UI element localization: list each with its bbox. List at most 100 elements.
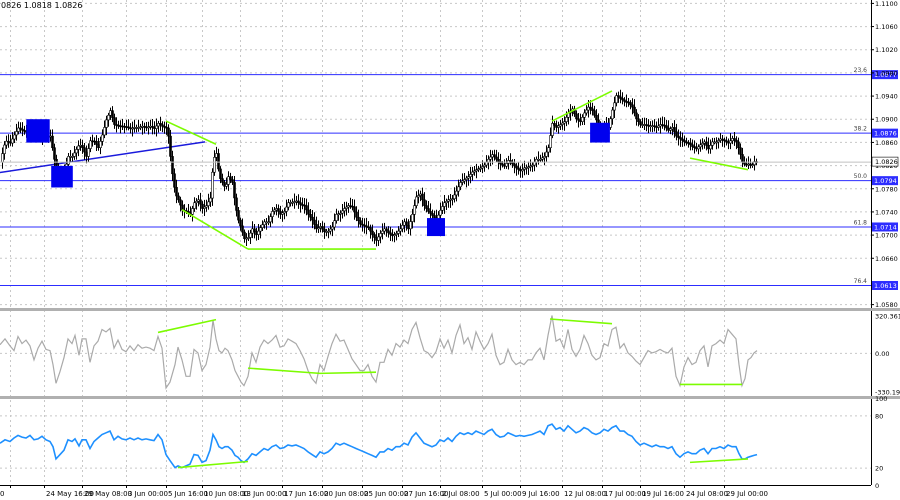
time-axis-label: 2 Jul 08:00 xyxy=(442,490,480,498)
candle-body xyxy=(559,124,562,127)
candle-body xyxy=(223,182,226,187)
time-axis-label: 25 Jun 00:00 xyxy=(364,490,408,498)
fib-price-tag xyxy=(872,128,898,138)
candle-body xyxy=(335,214,338,221)
candle-body xyxy=(735,139,738,143)
candle-body xyxy=(717,140,720,143)
candle-body xyxy=(451,198,454,200)
fib-price-tag xyxy=(872,70,898,80)
candle-body xyxy=(389,232,392,235)
candle-body xyxy=(197,199,200,202)
candle-body xyxy=(683,140,686,143)
candle-body xyxy=(653,125,656,127)
candle-body xyxy=(533,161,536,166)
candle-body xyxy=(327,230,330,233)
candle-body xyxy=(393,234,396,237)
price-axis-label: 1.0660 xyxy=(875,255,898,263)
fibonacci-levels: 23.6 1.0977 38.2 1.0876 50.0 1.0794 61.8 1.0714… xyxy=(0,67,898,290)
candle-body xyxy=(539,158,542,161)
candle-body xyxy=(221,178,224,183)
candle-body xyxy=(629,102,632,106)
time-axis-label: 13 Jun 00:00 xyxy=(242,490,286,498)
marker-box xyxy=(590,122,610,143)
candle-body xyxy=(281,212,284,215)
candle-body xyxy=(217,153,220,170)
candle-body xyxy=(341,210,344,214)
time-axis-label: 27 Jun 16:00 xyxy=(404,490,448,498)
divergence-lines xyxy=(157,90,749,469)
time-axis-label: 24 Jul 08:00 xyxy=(686,490,728,498)
candle-body xyxy=(69,156,72,158)
rsi-line xyxy=(0,423,758,469)
fib-price-tag-label: 1.0876 xyxy=(874,130,897,138)
candle-body xyxy=(73,152,76,157)
fib-level-label: 50.0 xyxy=(854,173,868,180)
candle-body xyxy=(145,126,148,129)
candle-body xyxy=(125,126,128,128)
candle-body xyxy=(517,167,520,170)
candle-body xyxy=(359,220,362,225)
candle-body xyxy=(505,163,508,167)
candle-body xyxy=(361,223,364,226)
time-axis-label: 20 Jun 08:00 xyxy=(324,490,368,498)
candle-body xyxy=(231,179,234,183)
candle-body xyxy=(3,144,6,154)
candle-body xyxy=(673,127,676,133)
candle-body xyxy=(541,157,544,160)
rsi-axis-label: 100 xyxy=(875,395,887,403)
cci-divergence-line xyxy=(319,371,377,375)
cci-axis-label: -330.193 xyxy=(875,389,900,397)
marker-box xyxy=(51,165,73,188)
candle-body xyxy=(109,110,112,116)
marker-box xyxy=(26,119,50,143)
candle-body xyxy=(595,114,598,121)
rsi-divergence-line xyxy=(689,458,749,464)
candle-body xyxy=(13,134,16,140)
time-axis-label: 3 Jun 00:00 xyxy=(128,490,168,498)
price-axis: 1.1100 1.1060 1.1020 1.0980 1.0940 1.0900 1.08… xyxy=(871,0,900,490)
candle-body xyxy=(547,147,550,153)
candle-body xyxy=(523,167,526,170)
candle-body xyxy=(739,147,742,155)
candle-body xyxy=(679,137,682,140)
candle-body xyxy=(485,161,488,166)
candle-body xyxy=(271,211,274,217)
candle-body xyxy=(637,118,640,122)
candle-body xyxy=(635,112,638,120)
candle-body xyxy=(589,106,592,110)
fib-price-tag xyxy=(872,176,898,186)
candle-body xyxy=(343,208,346,212)
candle-body xyxy=(133,127,136,129)
candle-body xyxy=(633,106,636,114)
time-axis-label: 17 Jul 00:00 xyxy=(604,490,646,498)
candle-body xyxy=(529,165,532,168)
candle-body xyxy=(367,226,370,229)
candle-body xyxy=(317,227,320,230)
rsi-axis-label: 20 xyxy=(875,465,883,473)
candle-body xyxy=(155,125,158,129)
time-axis-label: 5 Jun 16:00 xyxy=(168,490,208,498)
candle-body xyxy=(89,140,92,149)
candle-body xyxy=(91,140,94,143)
candle-body xyxy=(71,156,74,158)
candle-body xyxy=(477,168,480,171)
candle-body xyxy=(299,202,302,205)
candle-body xyxy=(225,184,228,187)
cci-axis-label: 320.3615 xyxy=(875,312,900,320)
marker-boxes xyxy=(26,119,610,237)
candle-body xyxy=(51,135,54,149)
candle-body xyxy=(431,213,434,216)
panel-frames xyxy=(0,0,900,486)
candle-body xyxy=(267,221,270,224)
candle-body xyxy=(77,145,80,150)
candle-body xyxy=(353,206,356,213)
candle-body xyxy=(241,225,244,233)
price-axis-label: 1.0580 xyxy=(875,301,898,309)
candle-body xyxy=(235,197,238,211)
candle-body xyxy=(53,147,56,160)
candle-body xyxy=(405,221,408,226)
candle-body xyxy=(331,226,334,230)
candle-body xyxy=(475,169,478,172)
